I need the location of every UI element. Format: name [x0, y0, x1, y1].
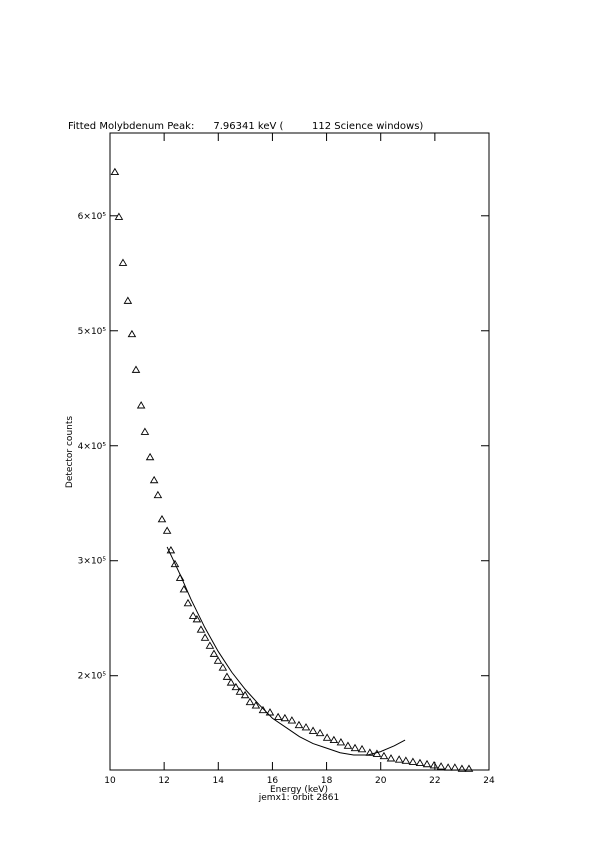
data-point	[222, 672, 232, 680]
data-point	[240, 690, 250, 699]
x-tick-label: 14	[213, 776, 225, 786]
data-point	[226, 678, 236, 686]
data-point	[235, 687, 245, 695]
data-point	[464, 764, 474, 772]
data-point	[379, 751, 389, 760]
data-point	[192, 614, 202, 623]
data-point	[343, 741, 353, 749]
data-point	[401, 756, 411, 764]
data-point	[188, 611, 198, 619]
y-axis-label: Detector counts	[65, 416, 75, 488]
y-tick-label: 6×10⁵	[78, 212, 107, 222]
data-point	[350, 743, 360, 752]
data-point	[218, 663, 228, 671]
data-point	[422, 759, 432, 768]
data-point	[209, 649, 219, 657]
y-tick-label: 5×10⁵	[78, 327, 107, 337]
data-point	[322, 733, 332, 741]
data-point	[294, 720, 304, 729]
fit-line	[166, 546, 406, 756]
data-point	[457, 764, 467, 772]
data-point	[280, 713, 290, 722]
data-point	[245, 697, 255, 706]
data-point	[162, 526, 172, 534]
data-point	[166, 545, 176, 554]
data-point	[118, 258, 128, 266]
data-point	[145, 452, 155, 461]
data-point	[408, 757, 418, 765]
data-point	[443, 763, 453, 771]
data-point	[394, 755, 404, 763]
data-point	[149, 475, 159, 484]
data-point	[429, 761, 439, 769]
y-tick-label: 2×10⁵	[78, 672, 107, 682]
data-point	[196, 625, 206, 633]
x-tick-label: 16	[267, 776, 279, 786]
data-point	[157, 514, 167, 523]
data-point	[415, 758, 425, 767]
chart-title: Fitted Molybdenum Peak: 7.96341 keV ( 11…	[68, 121, 423, 132]
data-point	[110, 167, 120, 176]
data-point	[127, 329, 137, 338]
data-point	[357, 744, 367, 753]
data-point	[436, 762, 446, 770]
chart-subtitle: jemx1: orbit 2861	[258, 793, 339, 803]
plot-frame	[109, 132, 490, 771]
x-tick-label: 18	[321, 776, 333, 786]
data-point	[265, 708, 275, 716]
y-tick-label: 4×10⁵	[78, 442, 107, 452]
data-point	[329, 735, 339, 744]
x-tick-label: 10	[104, 776, 116, 786]
data-point	[179, 585, 189, 593]
data-point	[153, 490, 163, 499]
data-point	[140, 427, 150, 435]
data-point	[136, 401, 146, 409]
x-axis-label: Energy (keV)	[270, 785, 328, 795]
y-tick-label: 3×10⁵	[78, 557, 107, 567]
data-point	[365, 748, 375, 756]
data-point	[287, 716, 297, 724]
data-point	[170, 559, 180, 568]
data-point	[231, 682, 241, 691]
data-point	[123, 296, 133, 304]
data-point	[205, 641, 215, 649]
x-tick-label: 20	[375, 776, 387, 786]
data-point	[251, 701, 261, 709]
data-point	[315, 728, 325, 737]
data-point	[386, 754, 396, 762]
data-point	[336, 738, 346, 746]
data-point	[213, 656, 223, 664]
data-point	[308, 726, 318, 734]
data-point	[200, 633, 210, 641]
x-tick-label: 12	[158, 776, 169, 786]
data-point	[183, 598, 193, 607]
data-point	[301, 723, 311, 731]
data-point	[114, 212, 124, 220]
x-tick-label: 24	[483, 776, 495, 786]
data-point	[131, 365, 141, 373]
data-point	[450, 763, 460, 771]
x-tick-label: 22	[429, 776, 440, 786]
data-point	[273, 712, 283, 721]
